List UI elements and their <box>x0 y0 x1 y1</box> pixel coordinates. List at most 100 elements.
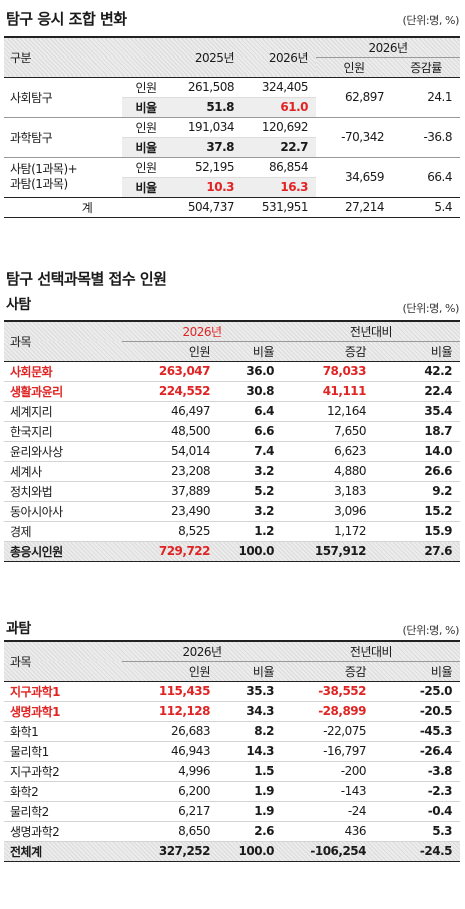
header-prev: 전년대비 <box>282 640 461 662</box>
total-people: 729,722 <box>122 540 218 562</box>
table-row: 경제 8,525 1.2 1,172 15.9 <box>4 521 461 542</box>
table-row: 물리학1 46,943 14.3 -16,797 -26.4 <box>4 741 461 762</box>
cell-name: 생명과학2 <box>4 821 122 842</box>
cell-ratio: 6.6 <box>218 421 282 442</box>
cell-change: 4,880 <box>282 461 374 482</box>
header-subject: 과목 <box>4 640 122 682</box>
cell-rate: 26.6 <box>374 461 461 482</box>
table-row: 세계사 23,208 3.2 4,880 26.6 <box>4 461 461 482</box>
cell-rate: 9.2 <box>374 481 461 502</box>
table-row: 지구과학1 115,435 35.3 -38,552 -25.0 <box>4 681 461 702</box>
total-name: 전체계 <box>4 840 122 862</box>
header-ratio: 비율 <box>218 341 282 362</box>
cell-change: 3,183 <box>282 481 374 502</box>
people-label: 인원 <box>122 157 170 178</box>
cell-people: 6,217 <box>122 801 218 822</box>
header-rate: 증감률 <box>392 57 460 78</box>
header-2025: 2025년 <box>170 36 242 78</box>
header-2026: 2026년 <box>122 640 282 662</box>
cell-name: 세계사 <box>4 461 122 482</box>
r2025: 37.8 <box>170 137 242 158</box>
rate: -36.8 <box>392 117 460 158</box>
header-subject: 과목 <box>4 320 122 362</box>
cell-change: 41,111 <box>282 381 374 402</box>
cell-change: -22,075 <box>282 721 374 742</box>
cell-name: 생명과학1 <box>4 701 122 722</box>
total-rate: 27.6 <box>374 540 461 562</box>
header-2026-group: 2026년 <box>316 36 460 58</box>
cell-people: 37,889 <box>122 481 218 502</box>
total-change: -106,254 <box>282 840 374 862</box>
cell-change: 12,164 <box>282 401 374 422</box>
cell-change: 6,623 <box>282 441 374 462</box>
r2025: 51.8 <box>170 97 242 118</box>
cell-name: 물리학2 <box>4 801 122 822</box>
r2026: 61.0 <box>242 97 316 118</box>
ratio-label: 비율 <box>122 177 170 198</box>
cell-ratio: 34.3 <box>218 701 282 722</box>
total-rate: 5.4 <box>392 197 460 218</box>
p2025: 191,034 <box>170 117 242 138</box>
cell-rate: -2.3 <box>374 781 461 802</box>
cell-change: -16,797 <box>282 741 374 762</box>
cell-ratio: 14.3 <box>218 741 282 762</box>
total-label: 계 <box>4 197 170 218</box>
cell-name: 지구과학2 <box>4 761 122 782</box>
cell-rate: 15.2 <box>374 501 461 522</box>
cell-ratio: 1.2 <box>218 521 282 542</box>
cell-rate: 42.2 <box>374 361 461 382</box>
cell-change: -24 <box>282 801 374 822</box>
table-row: 윤리와사상 54,014 7.4 6,623 14.0 <box>4 441 461 462</box>
people-label: 인원 <box>122 77 170 98</box>
cell-ratio: 36.0 <box>218 361 282 382</box>
table-row: 생활과윤리 224,552 30.8 41,111 22.4 <box>4 381 461 402</box>
row-name: 사회탐구 <box>4 77 122 118</box>
cell-people: 4,996 <box>122 761 218 782</box>
cell-rate: 14.0 <box>374 441 461 462</box>
r2025: 10.3 <box>170 177 242 198</box>
cell-change: -200 <box>282 761 374 782</box>
cell-rate: 5.3 <box>374 821 461 842</box>
table-row: 생명과학1 112,128 34.3 -28,899 -20.5 <box>4 701 461 722</box>
people-label: 인원 <box>122 117 170 138</box>
cell-people: 23,208 <box>122 461 218 482</box>
cell-rate: -20.5 <box>374 701 461 722</box>
cell-name: 정치와법 <box>4 481 122 502</box>
cell-people: 54,014 <box>122 441 218 462</box>
total-people: 327,252 <box>122 840 218 862</box>
cell-people: 6,200 <box>122 781 218 802</box>
cell-change: 3,096 <box>282 501 374 522</box>
section2-sub: 사탐 <box>6 297 31 313</box>
ratio-label: 비율 <box>122 97 170 118</box>
p2026: 86,854 <box>242 157 316 178</box>
cell-change: -38,552 <box>282 681 374 702</box>
cell-change: -143 <box>282 781 374 802</box>
p2026: 324,405 <box>242 77 316 98</box>
science-subjects-table: 과목 2026년 전년대비 인원 비율 증감 비율 지구과학1 115,435 35… <box>4 640 461 862</box>
cell-name: 윤리와사상 <box>4 441 122 462</box>
cell-name: 화학1 <box>4 721 122 742</box>
cell-rate: -25.0 <box>374 681 461 702</box>
cell-rate: 15.9 <box>374 521 461 542</box>
p2025: 261,508 <box>170 77 242 98</box>
cell-rate: 22.4 <box>374 381 461 402</box>
cell-name: 화학2 <box>4 781 122 802</box>
cell-people: 46,943 <box>122 741 218 762</box>
section1-title: 탐구 응시 조합 변화 <box>6 10 127 28</box>
p2025: 52,195 <box>170 157 242 178</box>
cell-ratio: 7.4 <box>218 441 282 462</box>
table-row: 생명과학2 8,650 2.6 436 5.3 <box>4 821 461 842</box>
cell-name: 경제 <box>4 521 122 542</box>
diff: -70,342 <box>316 117 392 158</box>
cell-name: 지구과학1 <box>4 681 122 702</box>
cell-rate: 35.4 <box>374 401 461 422</box>
header-ratio2: 비율 <box>374 341 461 362</box>
rate: 24.1 <box>392 77 460 118</box>
cell-name: 생활과윤리 <box>4 381 122 402</box>
cell-people: 224,552 <box>122 381 218 402</box>
cell-change: 7,650 <box>282 421 374 442</box>
cell-name: 사회문화 <box>4 361 122 382</box>
header-2026: 2026년 <box>242 36 316 78</box>
cell-people: 115,435 <box>122 681 218 702</box>
cell-people: 23,490 <box>122 501 218 522</box>
